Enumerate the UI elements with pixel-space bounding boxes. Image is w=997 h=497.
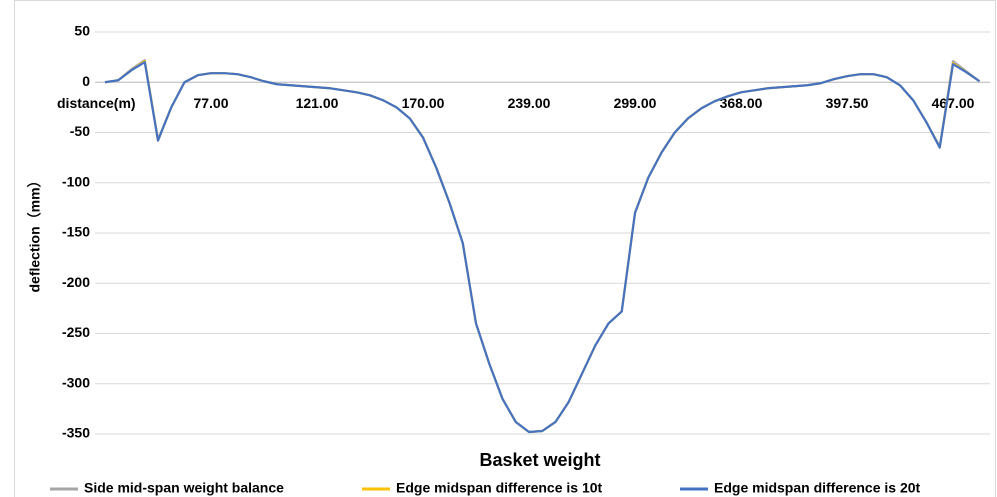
x-tick-label: 467.00: [932, 95, 975, 111]
x-tick-label: 121.00: [296, 95, 339, 111]
y-tick-label: 50: [74, 23, 90, 39]
legend-label: Edge midspan difference is 10t: [396, 480, 603, 496]
x-tick-label: 368.00: [720, 95, 763, 111]
x-tick-label: 397.50: [826, 95, 869, 111]
y-tick-label: 0: [82, 73, 90, 89]
legend-label: Edge midspan difference is 20t: [714, 480, 921, 496]
x-axis-label: Basket weight: [479, 450, 600, 470]
y-tick-label: -150: [62, 224, 90, 240]
y-tick-label: -300: [62, 374, 90, 390]
x-tick-label: 170.00: [402, 95, 445, 111]
series-line: [104, 61, 981, 434]
y-tick-label: -350: [62, 425, 90, 441]
legend-label: Side mid-span weight balance: [84, 480, 284, 496]
x-tick-label: 77.00: [193, 95, 228, 111]
y-axis-label: deflection（mm）: [27, 173, 43, 292]
x-tick-label: distance(m): [57, 95, 136, 111]
y-tick-label: -200: [62, 274, 90, 290]
x-tick-label: 299.00: [614, 95, 657, 111]
x-tick-label: 239.00: [508, 95, 551, 111]
y-tick-label: -100: [62, 173, 90, 189]
y-tick-label: -250: [62, 324, 90, 340]
chart-frame: [14, 0, 996, 497]
y-tick-label: -50: [70, 123, 90, 139]
